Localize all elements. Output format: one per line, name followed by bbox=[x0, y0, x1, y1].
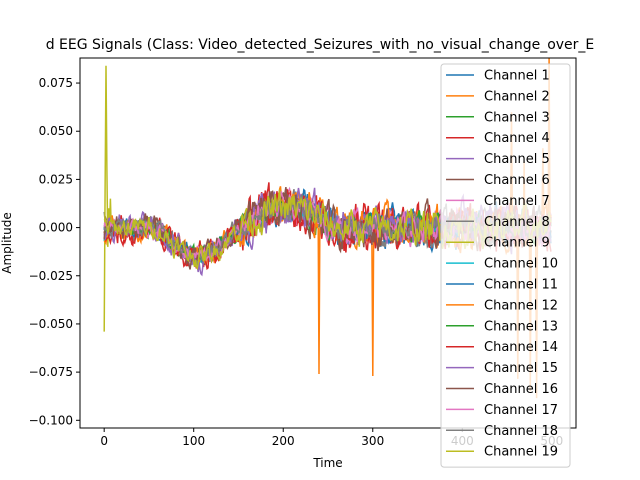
legend-label: Channel 6 bbox=[484, 173, 550, 188]
legend-label: Channel 18 bbox=[484, 424, 558, 439]
legend-label: Channel 1 bbox=[484, 69, 550, 84]
legend-label: Channel 12 bbox=[484, 298, 558, 313]
x-tick-label: 100 bbox=[182, 434, 205, 448]
x-tick-label: 0 bbox=[100, 434, 108, 448]
legend-label: Channel 3 bbox=[484, 110, 550, 125]
y-tick-label: −0.075 bbox=[29, 365, 73, 379]
y-tick-label: 0.025 bbox=[39, 172, 73, 186]
y-tick-label: −0.050 bbox=[29, 317, 73, 331]
legend-label: Channel 9 bbox=[484, 236, 550, 251]
y-tick-label: −0.025 bbox=[29, 269, 73, 283]
legend: Channel 1 Channel 2 Channel 3 Channel 4 Chan… bbox=[440, 63, 571, 468]
legend-label: Channel 5 bbox=[484, 152, 550, 167]
x-axis-label: Time bbox=[312, 456, 342, 470]
legend-label: Channel 2 bbox=[484, 89, 550, 104]
legend-label: Channel 16 bbox=[484, 382, 558, 397]
y-tick-label: 0.050 bbox=[39, 124, 73, 138]
y-tick-label: 0.075 bbox=[39, 76, 73, 90]
legend-label: Channel 4 bbox=[484, 131, 550, 146]
chart-title: d EEG Signals (Class: Video_detected_Sei… bbox=[46, 37, 595, 53]
y-axis: −0.100 −0.075 −0.050 −0.025 0.000 0.025 0.050 0… bbox=[29, 76, 80, 427]
legend-label: Channel 10 bbox=[484, 257, 558, 272]
legend-label: Channel 8 bbox=[484, 215, 550, 230]
legend-label: Channel 7 bbox=[484, 194, 550, 209]
x-tick-label: 300 bbox=[361, 434, 384, 448]
legend-label: Channel 13 bbox=[484, 319, 558, 334]
y-tick-label: 0.000 bbox=[39, 221, 73, 235]
legend-label: Channel 14 bbox=[484, 340, 558, 355]
legend-label: Channel 15 bbox=[484, 361, 558, 376]
legend-box bbox=[440, 63, 571, 468]
legend-label: Channel 17 bbox=[484, 403, 558, 418]
legend-label: Channel 19 bbox=[484, 445, 558, 460]
plot-frame bbox=[79, 57, 577, 429]
legend-label: Channel 11 bbox=[484, 278, 558, 293]
y-axis-label: Amplitude bbox=[0, 212, 14, 274]
x-tick-label: 200 bbox=[272, 434, 295, 448]
y-tick-label: −0.100 bbox=[29, 413, 73, 427]
